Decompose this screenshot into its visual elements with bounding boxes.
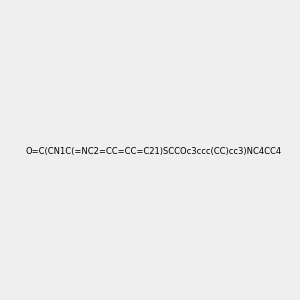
Text: O=C(CN1C(=NC2=CC=CC=C21)SCCOc3ccc(CC)cc3)NC4CC4: O=C(CN1C(=NC2=CC=CC=C21)SCCOc3ccc(CC)cc3… [26,147,282,156]
